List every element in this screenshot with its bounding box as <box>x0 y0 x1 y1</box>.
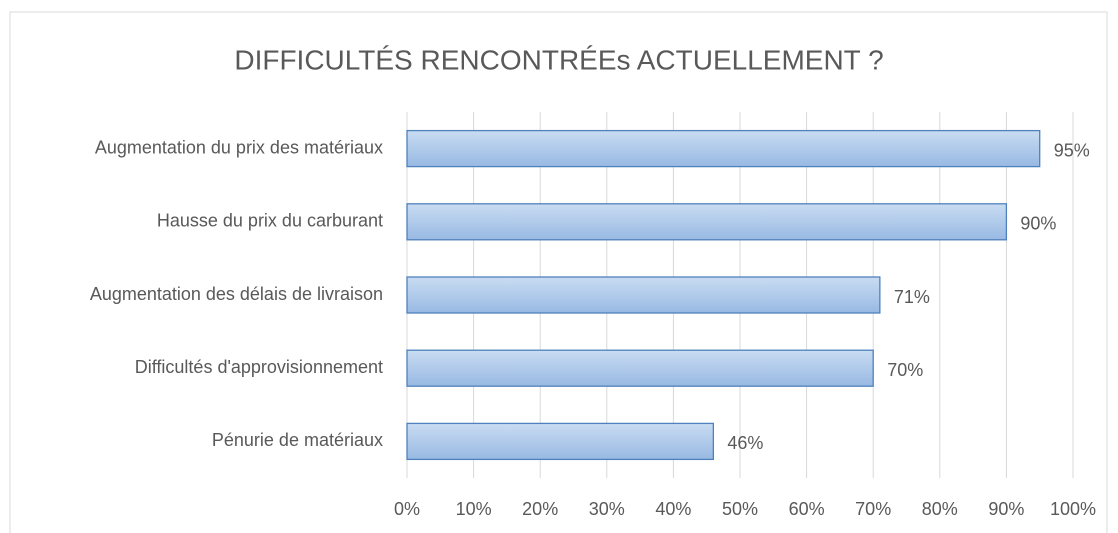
data-label: 46% <box>727 433 763 453</box>
y-tick-label: Augmentation du prix des matériaux <box>95 137 383 157</box>
bar <box>406 276 881 314</box>
x-tick-label: 20% <box>522 499 558 519</box>
x-tick-label: 90% <box>988 499 1024 519</box>
y-tick-label: Pénurie de matériaux <box>212 430 383 450</box>
data-label: 95% <box>1054 140 1090 160</box>
x-tick-label: 40% <box>655 499 691 519</box>
data-label: 70% <box>887 360 923 380</box>
bar <box>406 129 1041 168</box>
y-tick-label: Hausse du prix du carburant <box>157 211 383 231</box>
x-tick-label: 70% <box>855 499 891 519</box>
x-tick-label: 10% <box>456 499 492 519</box>
x-tick-label: 100% <box>1050 499 1096 519</box>
bar <box>406 422 715 461</box>
x-tick-label: 60% <box>789 499 825 519</box>
y-tick-label: Augmentation des délais de livraison <box>90 284 383 304</box>
x-tick-label: 30% <box>589 499 625 519</box>
x-tick-label: 0% <box>394 499 420 519</box>
bar <box>406 349 874 387</box>
bar <box>406 203 1008 241</box>
x-tick-label: 80% <box>922 499 958 519</box>
x-tick-label: 50% <box>722 499 758 519</box>
data-label: 90% <box>1020 214 1056 234</box>
data-label: 71% <box>894 287 930 307</box>
y-tick-label: Difficultés d'approvisionnement <box>135 357 383 377</box>
chart-title: DIFFICULTÉS RENCONTRÉEs ACTUELLEMENT ? <box>234 44 883 75</box>
